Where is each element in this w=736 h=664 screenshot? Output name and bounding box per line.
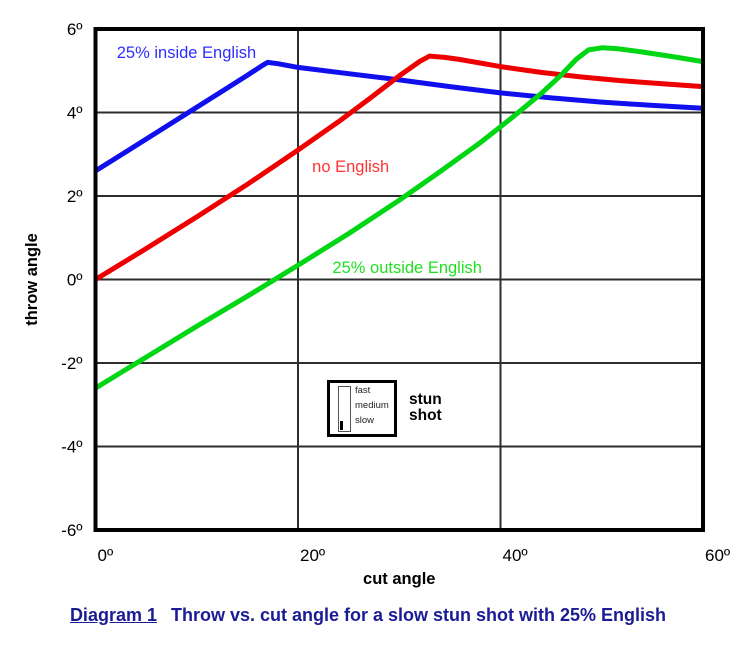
series-label-outside-english: 25% outside English [332,259,482,277]
y-tick-6: 6º [67,20,83,39]
series-line-outside-english [94,45,704,391]
x-axis-title: cut angle [363,570,435,588]
speed-label-fast: fast [355,385,371,396]
x-tick-60: 60º [705,546,730,565]
series-label-no-english: no English [312,158,389,176]
series-label-inside-english: 25% inside English [117,44,256,62]
stun-shot-label: stun shot [409,391,442,424]
caption-text: Throw vs. cut angle for a slow stun shot… [170,605,667,625]
speed-label-slow: slow [355,415,375,426]
speed-legend-box: fast medium slow [327,380,397,437]
figure-caption: Diagram 1 Throw vs. cut angle for a slow … [0,605,736,626]
speed-label-medium: medium [355,400,389,411]
x-tick-0: 0º [98,546,114,565]
x-tick-20: 20º [300,546,325,565]
caption-diagram-number: Diagram 1 [69,605,157,625]
plot-border [93,27,705,532]
speed-marker-slow-icon [340,421,343,430]
y-tick-2: 2º [67,187,83,206]
y-axis-title: throw angle [23,233,41,326]
y-tick-0: 0º [67,271,83,290]
y-tick--4: -4º [61,438,82,457]
y-tick--2: -2º [61,354,82,373]
series-line-no-english [94,53,704,282]
series-line-inside-english [94,59,704,174]
speed-slider [338,386,351,432]
y-tick-4: 4º [67,104,83,123]
x-tick-40: 40º [503,546,528,565]
y-tick--6: -6º [61,521,82,540]
throw-angle-chart: 6º 4º 2º 0º -2º -4º -6º 0º 20º 40º 60º cut angle thr… [23,20,730,588]
